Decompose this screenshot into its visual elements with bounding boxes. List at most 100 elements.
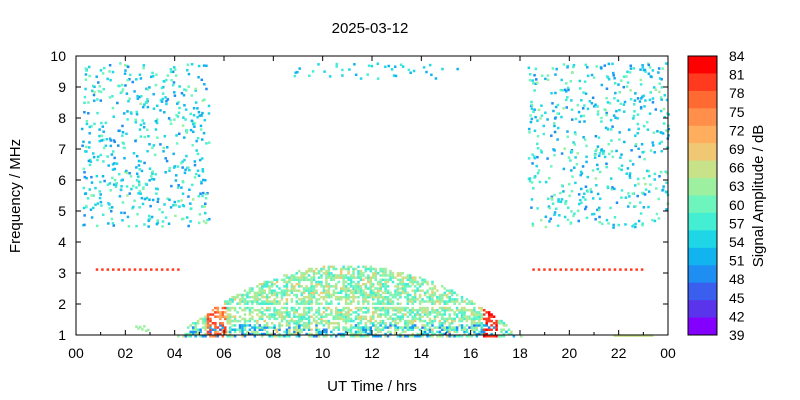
heatmap-cell	[597, 268, 600, 271]
heatmap-cell	[392, 74, 396, 77]
heatmap-cell	[172, 81, 176, 84]
heatmap-cell	[636, 194, 639, 198]
heatmap-cell	[342, 315, 345, 318]
heatmap-cell	[625, 85, 629, 88]
heatmap-cell	[401, 317, 405, 321]
heatmap-cell	[238, 326, 242, 329]
heatmap-cell	[559, 88, 563, 92]
heatmap-cell	[261, 328, 264, 331]
heatmap-cell	[557, 198, 560, 201]
heatmap-cell	[330, 293, 333, 297]
heatmap-cell	[268, 313, 271, 316]
heatmap-cell	[273, 313, 276, 316]
heatmap-cell	[101, 213, 105, 217]
heatmap-cell	[372, 311, 375, 314]
heatmap-cell	[344, 285, 348, 288]
heatmap-cell	[335, 317, 338, 321]
heatmap-cell	[581, 268, 584, 271]
heatmap-cell	[171, 83, 175, 87]
heatmap-cell	[628, 174, 632, 177]
heatmap-cell	[151, 71, 154, 75]
heatmap-cell	[411, 278, 414, 282]
heatmap-cell	[379, 293, 382, 297]
heatmap-cell	[362, 328, 365, 331]
heatmap-cell	[478, 330, 481, 334]
heatmap-cell	[290, 289, 294, 292]
heatmap-cell	[406, 293, 410, 297]
heatmap-cell	[246, 324, 249, 327]
heatmap-cell	[173, 200, 176, 204]
heatmap-cell	[661, 132, 665, 135]
heatmap-cell	[349, 282, 353, 286]
heatmap-cell	[647, 63, 651, 67]
heatmap-cell	[126, 118, 129, 121]
heatmap-cell	[248, 328, 252, 331]
heatmap-cell	[349, 295, 353, 299]
heatmap-cell	[586, 190, 590, 193]
heatmap-cell	[428, 335, 432, 338]
heatmap-cell	[263, 295, 266, 299]
heatmap-cell	[369, 319, 373, 323]
heatmap-cell	[192, 122, 195, 126]
heatmap-cell	[648, 334, 651, 337]
heatmap-cell	[644, 182, 647, 186]
heatmap-cell	[618, 138, 621, 141]
heatmap-cell	[211, 321, 215, 325]
heatmap-cell	[278, 315, 281, 318]
heatmap-cell	[401, 289, 405, 292]
heatmap-cell	[389, 293, 392, 297]
heatmap-cell	[409, 285, 412, 288]
heatmap-cell	[226, 302, 229, 305]
heatmap-cell	[431, 328, 434, 331]
heatmap-cell	[88, 132, 91, 135]
heatmap-cell	[344, 293, 348, 297]
heatmap-cell	[126, 78, 129, 82]
heatmap-cell	[629, 159, 632, 163]
heatmap-cell	[325, 276, 328, 279]
heatmap-cell	[99, 180, 102, 184]
heatmap-cell	[169, 118, 172, 122]
heatmap-cell	[617, 83, 620, 86]
colorbar-swatch	[688, 56, 717, 74]
heatmap-cell	[344, 291, 348, 295]
heatmap-cell	[396, 282, 400, 286]
heatmap-cell	[125, 171, 129, 175]
heatmap-cell	[379, 313, 382, 316]
heatmap-cell	[372, 295, 375, 299]
heatmap-cell	[219, 328, 222, 331]
heatmap-cell	[443, 293, 447, 297]
heatmap-cell	[446, 326, 449, 329]
heatmap-cell	[310, 280, 313, 284]
heatmap-cell	[162, 146, 166, 150]
heatmap-cell	[211, 313, 215, 316]
heatmap-cell	[570, 210, 573, 213]
heatmap-cell	[200, 78, 204, 82]
heatmap-cell	[159, 143, 162, 146]
heatmap-cell	[302, 291, 306, 295]
heatmap-cell	[428, 295, 432, 299]
heatmap-cell	[458, 308, 461, 312]
heatmap-cell	[280, 306, 284, 310]
heatmap-cell	[263, 324, 266, 327]
heatmap-cell	[460, 335, 464, 338]
heatmap-cell	[563, 215, 567, 219]
heatmap-cell	[458, 324, 461, 327]
heatmap-cell	[362, 302, 365, 305]
heatmap-cell	[411, 335, 414, 338]
heatmap-cell	[590, 102, 594, 105]
heatmap-cell	[364, 306, 368, 310]
heatmap-cell	[335, 315, 338, 318]
heatmap-cell	[110, 217, 114, 221]
heatmap-cell	[612, 114, 616, 117]
heatmap-cell	[492, 326, 496, 329]
heatmap-cell	[104, 144, 108, 148]
heatmap-cell	[384, 324, 387, 327]
heatmap-cell	[352, 335, 355, 338]
heatmap-cell	[197, 110, 201, 114]
heatmap-cell	[298, 280, 301, 284]
heatmap-cell	[483, 313, 486, 316]
heatmap-cell	[221, 328, 225, 331]
heatmap-cell	[665, 129, 668, 132]
heatmap-cell	[487, 311, 491, 314]
heatmap-cell	[583, 80, 587, 83]
